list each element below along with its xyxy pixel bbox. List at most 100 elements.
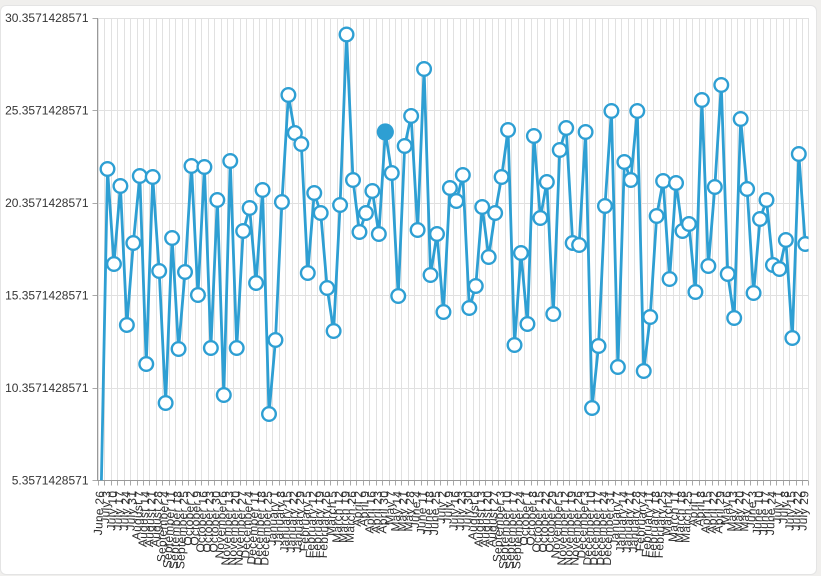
svg-text:June 24: June 24: [763, 490, 779, 535]
svg-text:March 18: March 18: [672, 490, 689, 543]
svg-text:May 28: May 28: [401, 490, 417, 532]
svg-text:March 12: March 12: [330, 490, 347, 543]
svg-text:February 11: February 11: [639, 490, 656, 557]
svg-text:January 8: January 8: [271, 490, 288, 546]
svg-text:November 27: November 27: [231, 490, 249, 565]
svg-text:April 30: April 30: [375, 490, 391, 533]
svg-text:January 7: January 7: [607, 490, 624, 546]
svg-text:July 22: July 22: [789, 490, 805, 531]
svg-text:April 16: April 16: [362, 490, 378, 533]
svg-text:April 15: April 15: [698, 490, 714, 533]
svg-text:June 25: June 25: [427, 490, 443, 535]
svg-text:May 21: May 21: [395, 490, 411, 532]
svg-text:March 26: March 26: [342, 490, 359, 543]
svg-text:February 18: February 18: [645, 490, 663, 558]
svg-text:December 10: December 10: [580, 490, 598, 565]
svg-text:October 9: October 9: [187, 490, 204, 546]
svg-text:August 13: August 13: [471, 490, 488, 547]
svg-text:July 8: July 8: [776, 490, 792, 524]
svg-text:September 25: September 25: [173, 490, 191, 569]
svg-text:September 3: September 3: [490, 490, 508, 562]
svg-text:May 27: May 27: [737, 490, 753, 532]
svg-text:October 23: October 23: [200, 490, 217, 553]
svg-text:April 2: April 2: [350, 490, 366, 527]
svg-text:September 11: September 11: [160, 490, 178, 568]
svg-text:July 29: July 29: [795, 490, 811, 531]
svg-text:September 17: September 17: [503, 490, 521, 569]
svg-text:July 23: July 23: [453, 490, 469, 531]
svg-text:November 13: November 13: [219, 490, 237, 565]
svg-text:December 31: December 31: [600, 490, 618, 565]
svg-text:June 10: June 10: [750, 490, 766, 535]
svg-text:January 28: January 28: [626, 490, 643, 553]
svg-text:July 9: July 9: [440, 490, 456, 524]
svg-text:June 4: June 4: [408, 490, 424, 528]
svg-text:August 20: August 20: [478, 490, 495, 547]
svg-text:July 10: July 10: [104, 490, 120, 531]
svg-text:February 5: February 5: [297, 490, 314, 551]
svg-text:February 19: February 19: [309, 490, 327, 558]
svg-text:July 3: July 3: [98, 490, 114, 524]
svg-text:November 20: November 20: [225, 490, 243, 565]
svg-text:August 7: August 7: [129, 490, 146, 540]
svg-text:June 17: June 17: [756, 490, 772, 535]
svg-text:December 3: December 3: [574, 490, 592, 559]
svg-text:January 29: January 29: [290, 490, 307, 553]
svg-text:15.3571428571: 15.3571428571: [5, 289, 89, 303]
svg-text:November 5: November 5: [548, 490, 566, 559]
svg-text:December 11: December 11: [244, 490, 262, 565]
svg-text:April 8: April 8: [692, 490, 708, 527]
svg-text:July 17: July 17: [111, 490, 127, 531]
svg-text:May 6: May 6: [718, 490, 734, 525]
svg-text:October 29: October 29: [542, 490, 559, 553]
svg-text:July 31: July 31: [123, 490, 139, 531]
svg-text:25.3571428571: 25.3571428571: [5, 104, 89, 118]
svg-text:December 4: December 4: [238, 490, 256, 559]
svg-text:August 21: August 21: [142, 490, 159, 547]
svg-text:March 19: March 19: [336, 490, 353, 543]
svg-text:March 11: March 11: [666, 490, 683, 542]
svg-text:October 8: October 8: [523, 490, 540, 546]
svg-text:July 15: July 15: [782, 490, 798, 531]
svg-text:July 16: July 16: [447, 490, 463, 531]
svg-text:August 14: August 14: [136, 490, 153, 547]
svg-text:October 1: October 1: [517, 490, 534, 546]
svg-text:May 14: May 14: [388, 490, 404, 532]
svg-text:December 25: December 25: [257, 490, 275, 565]
svg-text:August 27: August 27: [484, 490, 501, 547]
svg-text:July 30: July 30: [459, 490, 475, 531]
svg-text:November 19: November 19: [561, 490, 579, 565]
svg-text:December 18: December 18: [251, 490, 269, 565]
svg-text:April 29: April 29: [711, 490, 727, 533]
svg-text:April 23: April 23: [369, 490, 385, 533]
svg-text:August 28: August 28: [148, 490, 165, 547]
svg-text:January 22: January 22: [284, 490, 301, 553]
svg-text:September 10: September 10: [496, 490, 514, 569]
svg-text:April 22: April 22: [705, 490, 721, 533]
svg-text:October 22: October 22: [536, 490, 553, 553]
svg-text:January 21: January 21: [620, 490, 637, 553]
svg-text:January 1: January 1: [265, 490, 282, 546]
svg-text:October 2: October 2: [181, 490, 198, 546]
svg-text:February 4: February 4: [633, 490, 650, 551]
svg-text:June 11: June 11: [414, 490, 430, 534]
svg-text:September 18: September 18: [167, 490, 185, 569]
svg-text:July 2: July 2: [434, 490, 450, 524]
svg-text:April 9: April 9: [356, 490, 372, 527]
svg-text:June 26: June 26: [91, 490, 107, 535]
svg-text:September 4: September 4: [154, 490, 172, 562]
svg-text:December 17: December 17: [587, 490, 605, 565]
svg-text:10.3571428571: 10.3571428571: [5, 381, 89, 395]
svg-text:20.3571428571: 20.3571428571: [5, 196, 89, 210]
svg-text:February 25: February 25: [652, 490, 670, 558]
svg-text:30.3571428571: 30.3571428571: [5, 11, 89, 25]
svg-text:February 12: February 12: [303, 490, 321, 558]
svg-text:August 6: August 6: [465, 490, 482, 540]
svg-text:October 15: October 15: [529, 490, 546, 553]
svg-text:May 20: May 20: [731, 490, 747, 532]
svg-text:November 12: November 12: [555, 490, 573, 565]
svg-text:July 24: July 24: [117, 490, 133, 531]
svg-text:January 14: January 14: [613, 490, 630, 553]
svg-text:5.3571428571: 5.3571428571: [12, 474, 89, 488]
svg-text:March 4: March 4: [659, 490, 675, 536]
